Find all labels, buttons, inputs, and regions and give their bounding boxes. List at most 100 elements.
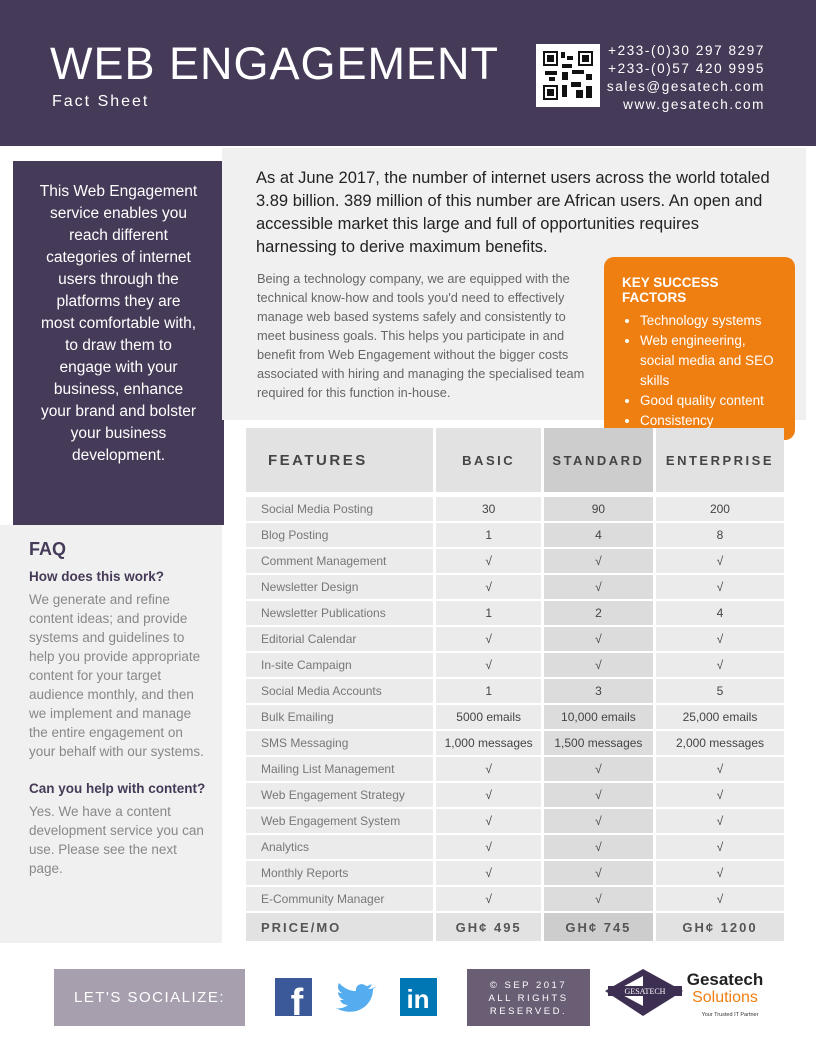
- lead-paragraph: As at June 2017, the number of internet …: [256, 169, 770, 256]
- facebook-icon[interactable]: [275, 978, 312, 1016]
- table-row-cell: √: [540, 861, 653, 887]
- table-row-cell: √: [540, 887, 653, 913]
- header-row-cell: BASIC: [433, 428, 541, 497]
- table-row-cell: 10,000 emails: [540, 705, 653, 731]
- table-row-cell: √: [433, 861, 541, 887]
- table-row-cell: 1,500 messages: [540, 731, 653, 757]
- key-factor: Technology systems: [640, 311, 783, 331]
- table-row-cell: Web Engagement System: [246, 809, 434, 835]
- copyright: © SEP 2017 ALL RIGHTS RESERVED.: [467, 969, 590, 1026]
- table-row-cell: √: [652, 809, 784, 835]
- table-row-cell: √: [433, 549, 541, 575]
- price-row-cell: GH¢ 495: [433, 913, 541, 943]
- table-row-cell: √: [652, 887, 784, 913]
- table-row-cell: 1: [433, 601, 541, 627]
- facebook-glyph: f: [291, 982, 304, 1018]
- table-row-cell: SMS Messaging: [246, 731, 434, 757]
- price-row-cell: GH¢ 1200: [652, 913, 784, 943]
- table-row-cell: Mailing List Management: [246, 757, 434, 783]
- header-row-cell: STANDARD: [540, 428, 653, 497]
- table-row-cell: √: [540, 549, 653, 575]
- table-row-cell: √: [652, 627, 784, 653]
- table-row-cell: Editorial Calendar: [246, 627, 434, 653]
- faq-background: [0, 525, 222, 943]
- linkedin-glyph: in: [406, 984, 429, 1014]
- table-row-cell: Blog Posting: [246, 523, 434, 549]
- table-row-cell: 90: [540, 497, 653, 523]
- key-factor: Consistency: [640, 411, 783, 431]
- table-row-cell: √: [540, 757, 653, 783]
- social-icons: f in: [275, 978, 437, 1018]
- table-row-cell: √: [433, 653, 541, 679]
- contact-line: www.gesatech.com: [623, 97, 765, 112]
- table-row: Blog Posting 1 4 8: [246, 523, 784, 549]
- table-row-cell: Newsletter Publications: [246, 601, 434, 627]
- table-row-cell: 5000 emails: [433, 705, 541, 731]
- table-row-cell: 4: [652, 601, 784, 627]
- price-row-cell: GH¢ 745: [540, 913, 653, 943]
- table-row-cell: 4: [540, 523, 653, 549]
- header-row-cell: FEATURES: [246, 428, 434, 497]
- header-row: FEATURES BASIC STANDARD ENTERPRISE: [246, 428, 784, 497]
- table-row-cell: 200: [652, 497, 784, 523]
- faq-answer: We generate and refine content ideas; an…: [29, 592, 204, 759]
- table-row: Bulk Emailing 5000 emails 10,000 emails 25,…: [246, 705, 784, 731]
- table-row-cell: √: [540, 653, 653, 679]
- table-row-cell: √: [652, 861, 784, 887]
- table-row-cell: √: [433, 783, 541, 809]
- table-row-cell: √: [540, 575, 653, 601]
- twitter-icon[interactable]: [336, 983, 377, 1012]
- price-row: PRICE/MO GH¢ 495 GH¢ 745 GH¢ 1200: [246, 913, 784, 943]
- table-row: SMS Messaging 1,000 messages 1,500 message…: [246, 731, 784, 757]
- table-row: Mailing List Management √ √ √: [246, 757, 784, 783]
- table-row-cell: Monthly Reports: [246, 861, 434, 887]
- table-row-cell: 1: [433, 523, 541, 549]
- table-row: Web Engagement Strategy √ √ √: [246, 783, 784, 809]
- linkedin-icon[interactable]: [400, 978, 437, 1016]
- key-factor: Web engineering, social media and SEO sk…: [640, 331, 783, 391]
- logo-badge: GESATECH: [625, 987, 666, 996]
- pricing-table: FEATURES BASIC STANDARD ENTERPRISE Social Me…: [246, 428, 784, 943]
- tagline: Your Trusted IT Partner: [702, 1012, 759, 1018]
- table-row-cell: √: [652, 549, 784, 575]
- table-row-cell: √: [540, 835, 653, 861]
- table-row-cell: 1: [433, 679, 541, 705]
- table-row-cell: 2,000 messages: [652, 731, 784, 757]
- intro-box: This Web Engagement service enables you …: [13, 161, 224, 525]
- table-row: Analytics √ √ √: [246, 835, 784, 861]
- table-row-cell: E-Community Manager: [246, 887, 434, 913]
- table-row: Social Media Accounts 1 3 5: [246, 679, 784, 705]
- table-row-cell: √: [540, 809, 653, 835]
- key-factors: KEY SUCCESS FACTORS Technology systemsWeb…: [604, 257, 795, 440]
- table-row-cell: √: [433, 575, 541, 601]
- table-row-cell: Bulk Emailing: [246, 705, 434, 731]
- table-row-cell: √: [652, 783, 784, 809]
- table-row: Comment Management √ √ √: [246, 549, 784, 575]
- key-factor: Good quality content: [640, 391, 783, 411]
- table-row: Newsletter Design √ √ √: [246, 575, 784, 601]
- table-row-cell: Comment Management: [246, 549, 434, 575]
- table-row-cell: Web Engagement Strategy: [246, 783, 434, 809]
- table-row: Social Media Posting 30 90 200: [246, 497, 784, 523]
- logo-name: Gesatech: [687, 970, 764, 989]
- subtitle: Fact Sheet: [52, 93, 150, 110]
- table-row-cell: 8: [652, 523, 784, 549]
- key-factors-list: Technology systemsWeb engineering, socia…: [622, 311, 783, 431]
- table-row-cell: √: [652, 757, 784, 783]
- price-row-cell: PRICE/MO: [246, 913, 434, 943]
- contacts: +233-(0)30 297 8297 +233-(0)57 420 9995 sa…: [607, 42, 765, 114]
- table-row: E-Community Manager √ √ √: [246, 887, 784, 913]
- table-row-cell: 5: [652, 679, 784, 705]
- faq-question: How does this work?: [29, 569, 165, 584]
- table-row-cell: 3: [540, 679, 653, 705]
- table-row-cell: √: [652, 653, 784, 679]
- table-row-cell: 1,000 messages: [433, 731, 541, 757]
- title: WEB ENGAGEMENT: [50, 38, 500, 89]
- faq-title: FAQ: [29, 539, 67, 559]
- table-row-cell: Analytics: [246, 835, 434, 861]
- faq-question: Can you help with content?: [29, 781, 206, 796]
- table-row-cell: In-site Campaign: [246, 653, 434, 679]
- header-row-cell: ENTERPRISE: [652, 428, 784, 497]
- table-row-cell: √: [652, 575, 784, 601]
